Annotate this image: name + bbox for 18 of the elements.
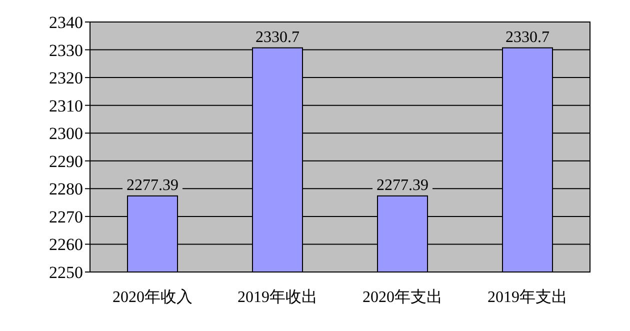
y-tick-label: 2280: [49, 180, 83, 199]
y-tick-label: 2270: [49, 207, 83, 226]
y-tick-label: 2330: [49, 40, 83, 60]
x-tick-label: 2019年收出: [238, 288, 318, 306]
y-tick-label: 2300: [49, 124, 83, 144]
y-tick-label: 2320: [49, 68, 83, 88]
data-label: 2330.7: [256, 28, 300, 46]
y-tick-label: 2290: [49, 152, 83, 171]
y-tick-label: 2250: [49, 263, 83, 282]
x-tick-label: 2020年支出: [362, 288, 442, 306]
y-tick-label: 2310: [49, 96, 83, 116]
data-label: 2277.39: [126, 176, 178, 194]
data-label: 2330.7: [506, 28, 550, 46]
y-tick-label: 2260: [49, 235, 83, 254]
x-tick-label: 2020年收入: [112, 288, 192, 306]
x-tick-label: 2019年支出: [488, 288, 568, 306]
data-label: 2277.39: [376, 176, 428, 194]
y-tick-label: 2340: [49, 13, 83, 32]
